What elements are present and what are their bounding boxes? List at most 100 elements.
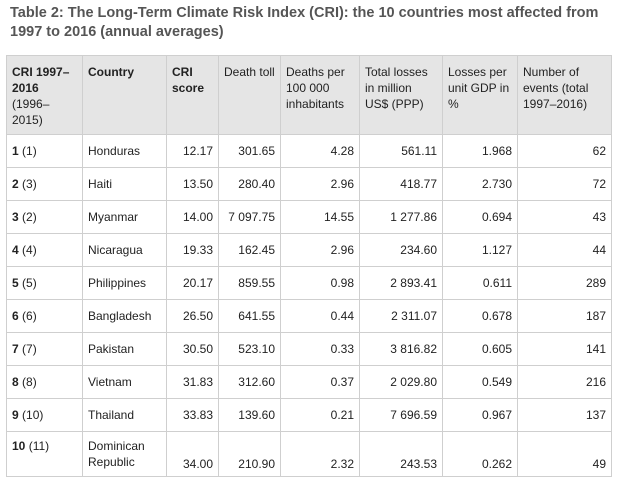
cell-deaths-per-100k: 0.37: [280, 365, 360, 399]
cell-losses-gdp: 0.678: [442, 299, 518, 333]
cell-events: 137: [517, 398, 612, 432]
table-row: 9 (10) Thailand 33.83 139.60 0.21 7 696.59 0.9…: [6, 398, 612, 432]
cell-deaths-per-100k: 4.28: [280, 134, 360, 168]
cell-cri-rank: 7 (7): [6, 332, 83, 366]
cell-death-toll: 210.90: [218, 431, 281, 477]
cell-deaths-per-100k: 14.55: [280, 200, 360, 234]
cell-death-toll: 641.55: [218, 299, 281, 333]
cell-total-losses: 2 893.41: [359, 266, 443, 300]
cell-rank-current: 5: [12, 276, 19, 290]
cell-events: 289: [517, 266, 612, 300]
cell-cri-score: 33.83: [166, 398, 219, 432]
cell-rank-previous: (2): [22, 210, 37, 224]
cell-losses-gdp: 0.549: [442, 365, 518, 399]
cell-rank-previous: (5): [22, 276, 37, 290]
table-header-row: CRI 1997–2016 (1996–2015) Country CRI sc…: [6, 55, 612, 135]
table-row: 1 (1) Honduras 12.17 301.65 4.28 561.11 1.968 6…: [6, 134, 612, 168]
cell-deaths-per-100k: 2.96: [280, 167, 360, 201]
cell-rank-current: 7: [12, 342, 19, 356]
table-row: 2 (3) Haiti 13.50 280.40 2.96 418.77 2.730 72: [6, 167, 612, 201]
cell-rank-previous: (8): [22, 375, 37, 389]
cell-country: Honduras: [82, 134, 167, 168]
table-body: 1 (1) Honduras 12.17 301.65 4.28 561.11 1.968 6…: [6, 134, 612, 477]
cell-events: 49: [517, 431, 612, 477]
cell-total-losses: 7 696.59: [359, 398, 443, 432]
cell-rank-current: 3: [12, 210, 19, 224]
cell-total-losses: 561.11: [359, 134, 443, 168]
cell-cri-rank: 2 (3): [6, 167, 83, 201]
cell-cri-score: 20.17: [166, 266, 219, 300]
cell-total-losses: 234.60: [359, 233, 443, 267]
header-cri-rank: CRI 1997–2016 (1996–2015): [6, 55, 83, 135]
cell-rank-previous: (11): [28, 439, 50, 453]
cell-rank-previous: (3): [22, 177, 37, 191]
header-death-toll: Death toll: [218, 55, 281, 135]
cell-rank-previous: (10): [22, 408, 44, 422]
cell-death-toll: 280.40: [218, 167, 281, 201]
cell-cri-score: 13.50: [166, 167, 219, 201]
cell-deaths-per-100k: 0.44: [280, 299, 360, 333]
cell-total-losses: 1 277.86: [359, 200, 443, 234]
cell-losses-gdp: 0.611: [442, 266, 518, 300]
cell-deaths-per-100k: 2.32: [280, 431, 360, 477]
cell-losses-gdp: 2.730: [442, 167, 518, 201]
cell-cri-score: 26.50: [166, 299, 219, 333]
cell-events: 187: [517, 299, 612, 333]
cell-death-toll: 859.55: [218, 266, 281, 300]
header-deaths-per-100k: Deaths per 100 000 inhabitants: [280, 55, 360, 135]
header-country: Country: [82, 55, 167, 135]
cell-events: 72: [517, 167, 612, 201]
header-events: Number of events (total 1997–2016): [517, 55, 612, 135]
cell-country: Myanmar: [82, 200, 167, 234]
cell-rank-previous: (6): [22, 309, 37, 323]
cell-cri-rank: 9 (10): [6, 398, 83, 432]
cell-death-toll: 162.45: [218, 233, 281, 267]
cell-deaths-per-100k: 0.21: [280, 398, 360, 432]
cell-losses-gdp: 0.262: [442, 431, 518, 477]
cell-events: 62: [517, 134, 612, 168]
cell-cri-score: 31.83: [166, 365, 219, 399]
cell-rank-current: 9: [12, 408, 19, 422]
cell-losses-gdp: 1.127: [442, 233, 518, 267]
cell-country: Vietnam: [82, 365, 167, 399]
cell-total-losses: 2 311.07: [359, 299, 443, 333]
cell-death-toll: 312.60: [218, 365, 281, 399]
header-cri-score: CRI score: [166, 55, 219, 135]
cell-events: 216: [517, 365, 612, 399]
cell-country: Nicaragua: [82, 233, 167, 267]
header-cri-rank-previous: (1996–2015): [12, 97, 50, 127]
cell-rank-current: 8: [12, 375, 19, 389]
table-row: 5 (5) Philippines 20.17 859.55 0.98 2 893.41 0…: [6, 266, 612, 300]
cell-country: Philippines: [82, 266, 167, 300]
cell-cri-rank: 4 (4): [6, 233, 83, 267]
cell-total-losses: 3 816.82: [359, 332, 443, 366]
cell-deaths-per-100k: 2.96: [280, 233, 360, 267]
cell-rank-current: 1: [12, 144, 19, 158]
table-row: 3 (2) Myanmar 14.00 7 097.75 14.55 1 277.86 0.…: [6, 200, 612, 234]
header-losses-gdp: Losses per unit GDP in %: [442, 55, 518, 135]
cell-rank-current: 6: [12, 309, 19, 323]
header-cri-rank-label: CRI 1997–2016: [12, 65, 70, 95]
climate-risk-table: CRI 1997–2016 (1996–2015) Country CRI sc…: [6, 55, 612, 477]
table-row: 4 (4) Nicaragua 19.33 162.45 2.96 234.60 1.127…: [6, 233, 612, 267]
cell-losses-gdp: 0.605: [442, 332, 518, 366]
cell-country: Dominican Republic: [82, 431, 167, 477]
cell-cri-score: 14.00: [166, 200, 219, 234]
table-row: 7 (7) Pakistan 30.50 523.10 0.33 3 816.82 0.60…: [6, 332, 612, 366]
cell-country: Thailand: [82, 398, 167, 432]
table-row: 10 (11) Dominican Republic 34.00 210.90 2.32…: [6, 431, 612, 477]
cell-total-losses: 418.77: [359, 167, 443, 201]
cell-cri-rank: 1 (1): [6, 134, 83, 168]
cell-death-toll: 7 097.75: [218, 200, 281, 234]
table-row: 6 (6) Bangladesh 26.50 641.55 0.44 2 311.07 0.…: [6, 299, 612, 333]
cell-country: Haiti: [82, 167, 167, 201]
cell-losses-gdp: 0.967: [442, 398, 518, 432]
cell-cri-rank: 6 (6): [6, 299, 83, 333]
cell-death-toll: 523.10: [218, 332, 281, 366]
cell-events: 43: [517, 200, 612, 234]
cell-cri-rank: 8 (8): [6, 365, 83, 399]
cell-total-losses: 2 029.80: [359, 365, 443, 399]
table-caption: Table 2: The Long-Term Climate Risk Inde…: [10, 5, 599, 40]
cell-rank-current: 2: [12, 177, 19, 191]
table-row: 8 (8) Vietnam 31.83 312.60 0.37 2 029.80 0.549…: [6, 365, 612, 399]
